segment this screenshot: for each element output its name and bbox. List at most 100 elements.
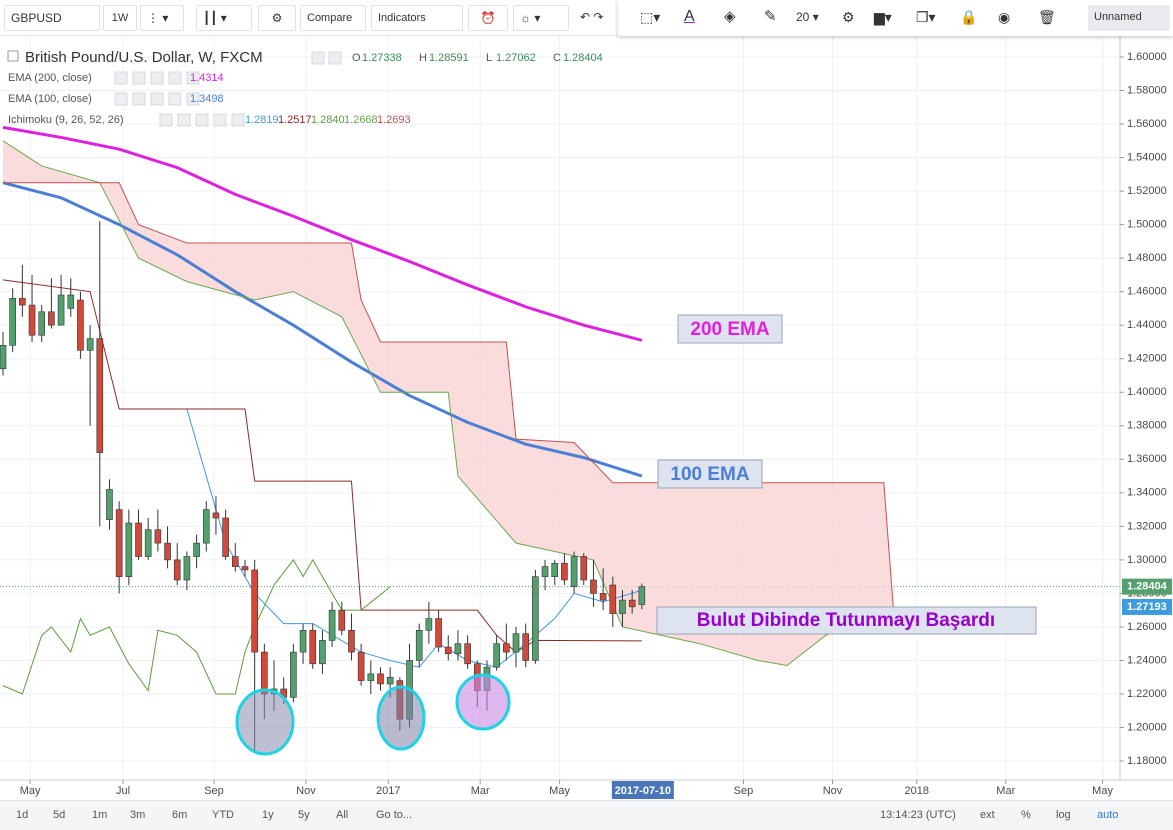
fill-tool[interactable]: ◈ — [718, 5, 742, 31]
ohlc-value: 1.28404 — [563, 52, 603, 64]
legend-icon — [328, 51, 342, 65]
candle-body — [86, 338, 94, 351]
settings-button[interactable]: ⚙ — [258, 5, 296, 31]
symbol-input[interactable]: GBPUSD — [4, 5, 100, 31]
clone-tool[interactable]: ❐▾ — [910, 5, 942, 31]
alert-button[interactable]: ⏰ — [468, 5, 508, 31]
annotation-box — [657, 459, 763, 489]
candle-body — [348, 629, 355, 653]
x-tick-label: 2018 — [904, 785, 928, 797]
scale-option[interactable]: log — [1056, 809, 1071, 821]
line-tool[interactable]: ✎ — [758, 5, 783, 31]
indicator-line — [186, 408, 642, 668]
legend-icon — [186, 92, 200, 106]
candle-body — [28, 304, 36, 336]
candle-body — [619, 599, 626, 614]
visibility-tool[interactable]: ◉ — [992, 5, 1017, 31]
interval-button[interactable]: 1W — [103, 5, 137, 31]
indicators-button[interactable]: Indicators — [371, 5, 463, 31]
y-tick-label: 1.54000 — [1127, 151, 1167, 163]
candle-body — [299, 629, 307, 653]
annotation-text: 200 EMA — [690, 319, 769, 340]
compare-button[interactable]: Compare — [300, 5, 366, 31]
candle-body — [493, 643, 500, 668]
candle-body — [309, 629, 317, 665]
range-button[interactable]: 5d — [53, 809, 66, 821]
drawing-toolbar: ⬚▾ A ◈ ✎ 20 ▾ ⚙ ▆▾ ❐▾ 🔒 ◉ 🗑 Unnamed — [618, 0, 1173, 36]
legend-value: 1.4314 — [190, 72, 224, 84]
indicator-line — [2, 125, 643, 342]
legend-value: 1.2840 — [311, 114, 345, 126]
chart-title: British Pound/U.S. Dollar, W, FXCM — [25, 49, 263, 66]
lock-tool[interactable]: 🔒 — [954, 5, 984, 31]
legend-icon — [231, 113, 245, 127]
candle-body — [290, 651, 297, 698]
range-button[interactable]: 1m — [92, 809, 108, 821]
candle-body — [183, 556, 191, 581]
text-color-tool[interactable]: A — [678, 5, 701, 31]
legend-icon — [186, 71, 200, 85]
layout-name[interactable]: Unnamed — [1088, 5, 1170, 31]
y-tick-label: 1.40000 — [1127, 386, 1167, 398]
y-tick-label: 1.46000 — [1127, 286, 1167, 298]
clock: 13:14:23 (UTC) — [880, 809, 956, 821]
undo-redo[interactable]: ↶ ↷ — [574, 5, 620, 31]
candle-body — [57, 294, 65, 326]
font-size-select[interactable]: 20 ▾ — [790, 5, 825, 31]
indicator-line — [2, 558, 391, 695]
annotation-text: 100 EMA — [670, 464, 749, 485]
interval-menu[interactable]: ⋮ ▾ — [140, 5, 184, 31]
range-button[interactable]: 1d — [16, 809, 29, 821]
x-tick-label: 2017 — [376, 785, 400, 797]
y-tick-label: 1.44000 — [1127, 319, 1167, 331]
annotation-text: Bulut Dibinde Tutunmayı Başardı — [697, 610, 995, 631]
highlight-ellipse — [235, 688, 295, 756]
legend-icon — [168, 92, 182, 106]
indicator-line — [2, 181, 643, 478]
scale-option[interactable]: ext — [980, 809, 995, 821]
frame-tool[interactable]: ⬚▾ — [634, 5, 667, 31]
indicator-line — [2, 140, 894, 667]
chart-style-button[interactable]: ┃┃ ▾ — [196, 5, 252, 31]
annotation-box — [677, 314, 783, 344]
ohlc-label: C — [553, 52, 561, 64]
highlight-ellipse — [455, 673, 511, 731]
candle-body — [638, 586, 646, 605]
settings-tool[interactable]: ⚙ — [836, 5, 861, 31]
template-tool[interactable]: ▆▾ — [868, 5, 898, 31]
ohlc-label: L — [486, 52, 492, 64]
delete-tool[interactable]: 🗑 — [1032, 5, 1062, 31]
x-tick-label: Mar — [471, 785, 490, 797]
candle-body — [512, 633, 520, 653]
bottom-bar: 1d 5d 1m 3m 6m YTD 1y 5y All Go to... 13:14:23 (UT… — [0, 800, 1173, 830]
replay-button[interactable]: ☼ ▾ — [513, 5, 569, 31]
y-tick-label: 1.50000 — [1127, 219, 1167, 231]
candle-body — [135, 522, 142, 557]
goto-button[interactable]: Go to... — [376, 809, 413, 821]
candle-body — [628, 599, 636, 608]
candle-body — [338, 609, 346, 631]
scale-option[interactable]: % — [1021, 809, 1031, 821]
range-button[interactable]: 6m — [172, 809, 188, 821]
candle-body — [590, 579, 597, 594]
candle-body — [386, 676, 394, 685]
ichimoku-cloud — [3, 140, 894, 666]
range-button[interactable]: 3m — [130, 809, 146, 821]
range-button[interactable]: 1y — [262, 809, 274, 821]
candle-body — [522, 633, 529, 661]
legend-value: 1.2693 — [377, 114, 411, 126]
range-button[interactable]: 5y — [298, 809, 310, 821]
candle-body — [38, 311, 46, 336]
range-button[interactable]: All — [336, 809, 349, 821]
legend-icon — [114, 92, 128, 106]
range-button[interactable]: YTD — [212, 809, 234, 821]
scale-option[interactable]: auto — [1097, 809, 1119, 821]
y-tick-label: 1.36000 — [1127, 453, 1167, 465]
candle-body — [319, 640, 326, 665]
legend-icon — [168, 71, 182, 85]
price-label-box — [1122, 598, 1172, 615]
candle-body — [570, 556, 578, 588]
ohlc-label: O — [352, 52, 361, 64]
toolbar: GBPUSD 1W ⋮ ▾ ┃┃ ▾ ⚙ Compare Indicators … — [0, 0, 1173, 36]
